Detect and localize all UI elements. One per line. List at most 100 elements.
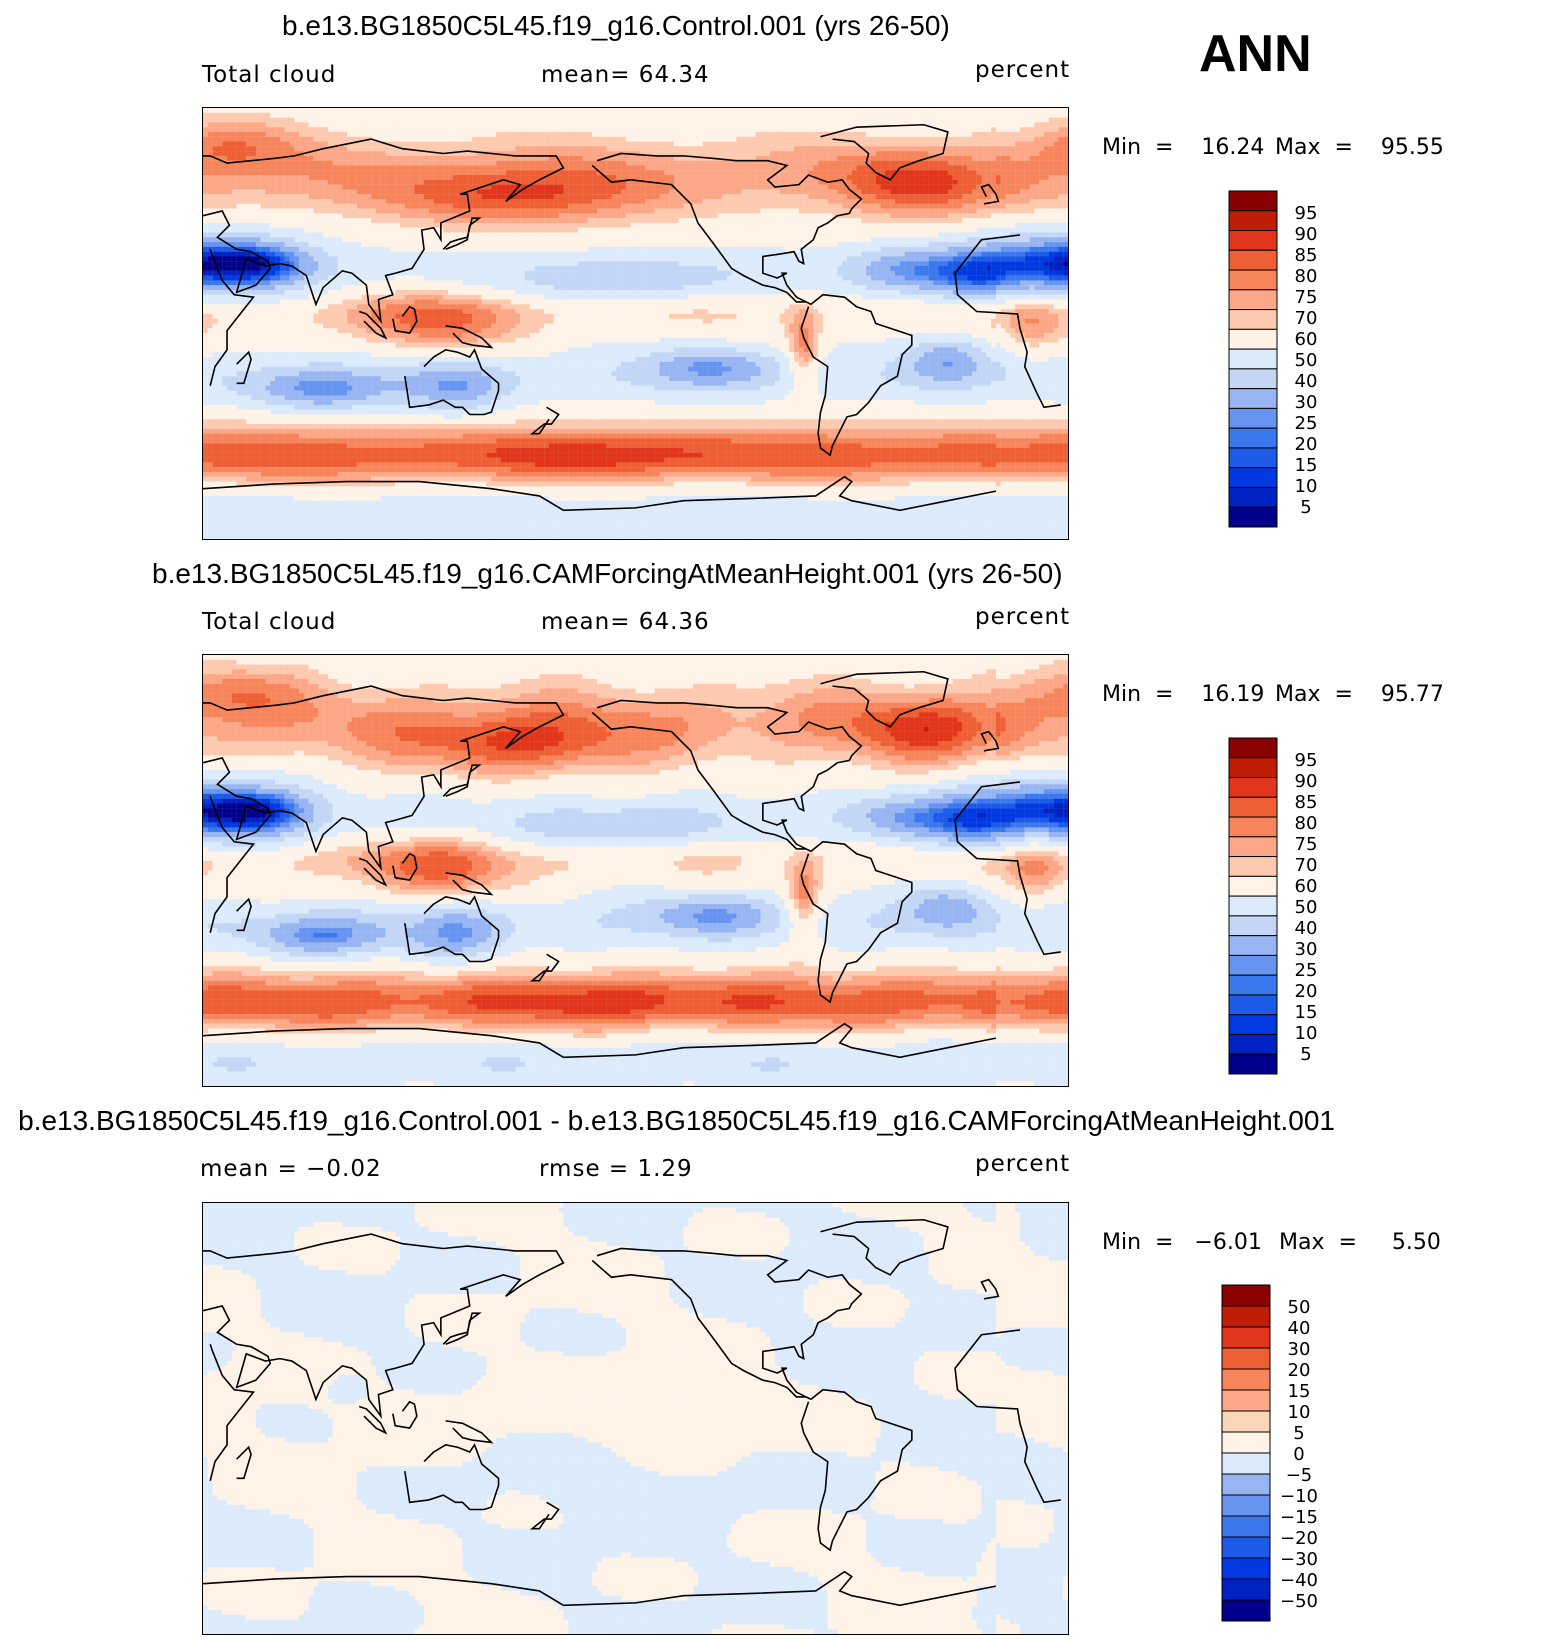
colorbar-tick-label: 80 [1295, 813, 1318, 834]
colorbar-swatch [1228, 190, 1278, 212]
colorbar-swatch [1228, 289, 1278, 311]
coastline-borneo [393, 1402, 417, 1428]
coastline-africa [210, 249, 253, 385]
field-cells [203, 1203, 1068, 1634]
coastline-south-america [801, 842, 912, 1002]
colorbar-swatch [1228, 856, 1278, 877]
panel3-rmse-label: rmse = 1.29 [539, 1156, 693, 1182]
colorbar-swatch [1228, 816, 1278, 838]
coastline-north-america [592, 153, 861, 304]
coastlines [203, 125, 1061, 511]
colorbar-swatch [1228, 348, 1278, 370]
coastline-japan [443, 218, 479, 249]
coastline-antarctica [563, 477, 996, 511]
coastline-australia [405, 897, 499, 962]
colorbar-tick-label: 50 [1288, 1297, 1311, 1318]
colorbar-tick-label: 15 [1295, 455, 1318, 476]
colorbar-tick-label: 40 [1295, 918, 1318, 939]
colorbar-swatch [1221, 1431, 1271, 1454]
colorbar-tick-label: −10 [1280, 1486, 1318, 1507]
coastline-britain [982, 732, 999, 751]
colorbar-tick-label: 50 [1295, 897, 1318, 918]
colorbar-swatch [1228, 269, 1278, 291]
coastline-antarctica [563, 1572, 996, 1606]
colorbar-swatch [1228, 407, 1278, 429]
colorbar-tick-label: 0 [1293, 1444, 1304, 1465]
colorbar-swatch [1221, 1599, 1271, 1622]
coastline-antarctica [203, 482, 563, 511]
colorbar-swatch [1228, 777, 1278, 798]
panel2-colorbar: 95 90 85 80 75 70 60 50 40 30 25 20 15 10 5 [1228, 737, 1338, 1082]
colorbar-tick-label: 90 [1295, 771, 1318, 792]
colorbar-tick-label: 10 [1295, 476, 1318, 497]
coastline-japan [443, 765, 479, 796]
coastline-africa [955, 1330, 1061, 1502]
coastline-madagascar [237, 352, 251, 383]
colorbar-tick-label: −40 [1280, 1570, 1318, 1591]
panel2-variable-label: Total cloud [202, 609, 336, 635]
coastline-africa [210, 796, 253, 932]
field-cells [203, 108, 1068, 539]
panel1-colorbar: 95 90 85 80 75 70 60 50 40 30 25 20 15 10 5 [1228, 190, 1338, 535]
coastline-africa [210, 1344, 253, 1480]
panel1-title: b.e13.BG1850C5L45.f19_g16.Control.001 (y… [282, 10, 950, 42]
colorbar-swatch [1221, 1515, 1271, 1538]
coastline-eurasia [203, 139, 563, 321]
colorbar-swatch [1228, 486, 1278, 508]
field-cells [203, 655, 1068, 1086]
colorbar-swatch [1228, 935, 1278, 956]
colorbar-swatch [1221, 1452, 1271, 1475]
colorbar-tick-label: 5 [1300, 1044, 1311, 1065]
panel2-mean-label: mean= 64.36 [541, 609, 710, 635]
panel1-map-svg [203, 108, 1068, 539]
colorbar-tick-label: 25 [1295, 413, 1318, 434]
colorbar-tick-label: 25 [1295, 960, 1318, 981]
colorbar-swatch [1228, 875, 1278, 897]
colorbar-swatch [1228, 309, 1278, 330]
coastline-britain [982, 185, 999, 204]
colorbar-tick-label: −50 [1280, 1591, 1318, 1612]
colorbar-tick-label: 85 [1295, 792, 1318, 813]
coastline-greenland [821, 125, 948, 180]
colorbar-swatch [1228, 230, 1278, 251]
colorbar-tick-label: 85 [1295, 245, 1318, 266]
colorbar-swatch [1228, 210, 1278, 232]
colorbar-tick-label: 75 [1295, 287, 1318, 308]
panel1-variable-label: Total cloud [202, 62, 336, 88]
colorbar-tick-label: 5 [1300, 497, 1311, 518]
colorbar-tick-label: 20 [1295, 981, 1318, 1002]
colorbar-swatch [1221, 1389, 1271, 1412]
colorbar-swatch [1221, 1494, 1271, 1517]
season-label: ANN [1199, 24, 1312, 84]
panel3-min-label: Min = −6.01 [1102, 1230, 1262, 1255]
colorbar-tick-label: 30 [1288, 1339, 1311, 1360]
coastline-new-zealand [532, 1502, 558, 1528]
coastline-south-america [801, 1390, 912, 1550]
coastline-sumatra [359, 312, 385, 338]
coastline-eurasia [203, 686, 563, 868]
colorbar-swatch [1228, 328, 1278, 350]
colorbar-swatch [1228, 994, 1278, 1016]
colorbar-tick-label: 40 [1295, 371, 1318, 392]
colorbar-tick-label: 95 [1295, 750, 1318, 771]
coastline-japan [443, 1313, 479, 1344]
colorbar-swatch [1221, 1578, 1271, 1601]
panel1-units-label: percent [975, 57, 1070, 83]
colorbar-tick-label: 80 [1295, 266, 1318, 287]
coastline-new-guinea [446, 326, 492, 348]
coastline-north-america [592, 1248, 861, 1399]
panel3-units-label: percent [975, 1151, 1070, 1177]
colorbar-swatch [1228, 796, 1278, 818]
coastlines [203, 672, 1061, 1058]
colorbar-swatch [1228, 757, 1278, 779]
colorbar-swatch [1228, 447, 1278, 469]
coastlines [203, 1220, 1061, 1606]
panel1-max-label: Max = 95.55 [1275, 135, 1444, 160]
coastline-africa [955, 782, 1061, 954]
colorbar-swatch [1228, 974, 1278, 996]
colorbar-tick-label: 15 [1295, 1002, 1318, 1023]
colorbar-swatch [1228, 836, 1278, 858]
colorbar-swatch [1221, 1368, 1271, 1391]
